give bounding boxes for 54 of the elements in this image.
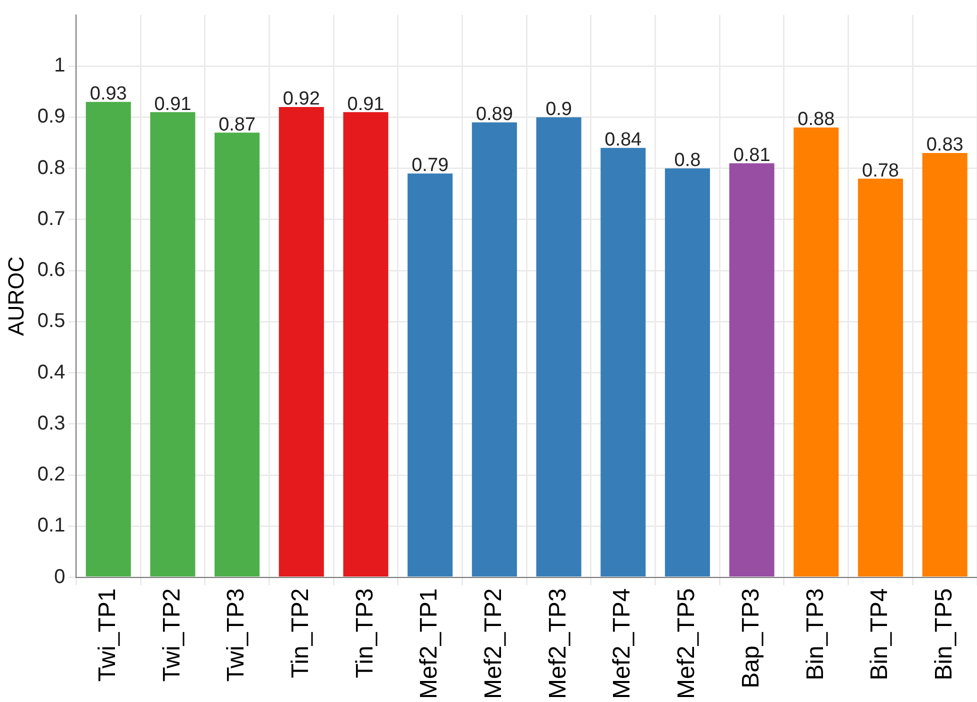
bar <box>408 173 453 577</box>
x-tick-label: Bin_TP5 <box>930 588 958 680</box>
bar <box>150 112 196 577</box>
bar <box>729 163 774 577</box>
y-tick-label: 0 <box>54 566 66 588</box>
x-tick-label: Mef2_TP2 <box>480 588 508 699</box>
y-tick-label: 0.4 <box>37 361 66 384</box>
y-tick-label: 0.2 <box>37 464 66 486</box>
bar <box>536 117 582 577</box>
bar <box>922 153 968 577</box>
y-tick-label: 0.1 <box>37 514 66 537</box>
y-tick-label: 0.5 <box>37 310 66 332</box>
data-label: 0.8 <box>674 150 701 172</box>
bar <box>278 107 324 577</box>
data-label: 0.81 <box>733 144 770 166</box>
y-tick-label: 0.8 <box>37 156 66 179</box>
y-axis-title: AUROC <box>3 256 28 336</box>
y-tick-label: 0.3 <box>37 412 66 434</box>
data-label: 0.9 <box>546 98 572 120</box>
x-tick-label: Twi_TP3 <box>222 588 250 682</box>
y-tick-label: 0.9 <box>37 106 66 128</box>
data-label: 0.89 <box>476 104 513 126</box>
y-tick-label: 0.7 <box>37 208 66 230</box>
bar <box>664 168 710 577</box>
bar <box>86 102 131 577</box>
data-label: 0.79 <box>412 155 449 176</box>
y-tick-label: 1 <box>54 54 66 77</box>
x-tick-label: Tin_TP3 <box>351 588 378 678</box>
bar <box>343 112 388 577</box>
data-label: 0.93 <box>90 84 127 105</box>
x-tick-label: Tin_TP2 <box>287 588 314 678</box>
x-tick-label: Mef2_TP5 <box>673 588 700 699</box>
x-tick-label: Bin_TP3 <box>802 588 829 680</box>
bar <box>794 127 839 577</box>
data-label: 0.88 <box>798 109 835 130</box>
data-label: 0.78 <box>862 160 899 182</box>
data-label: 0.91 <box>154 94 192 115</box>
data-label: 0.92 <box>282 88 320 110</box>
bar <box>472 122 517 577</box>
bar <box>600 148 646 577</box>
bar <box>858 178 904 577</box>
bar <box>214 132 260 577</box>
x-tick-label: Bin_TP4 <box>866 588 894 680</box>
data-label: 0.87 <box>218 114 256 136</box>
data-label: 0.83 <box>926 134 964 156</box>
data-label: 0.91 <box>347 94 384 115</box>
x-tick-label: Twi_TP1 <box>94 588 121 682</box>
x-tick-label: Mef2_TP1 <box>416 588 443 699</box>
data-label: 0.84 <box>604 130 642 151</box>
x-tick-label: Twi_TP2 <box>158 588 186 682</box>
x-tick-label: Bap_TP3 <box>737 588 764 688</box>
x-tick-label: Mef2_TP3 <box>544 588 572 699</box>
x-tick-label: Mef2_TP4 <box>608 588 636 699</box>
y-tick-label: 0.6 <box>37 259 66 282</box>
